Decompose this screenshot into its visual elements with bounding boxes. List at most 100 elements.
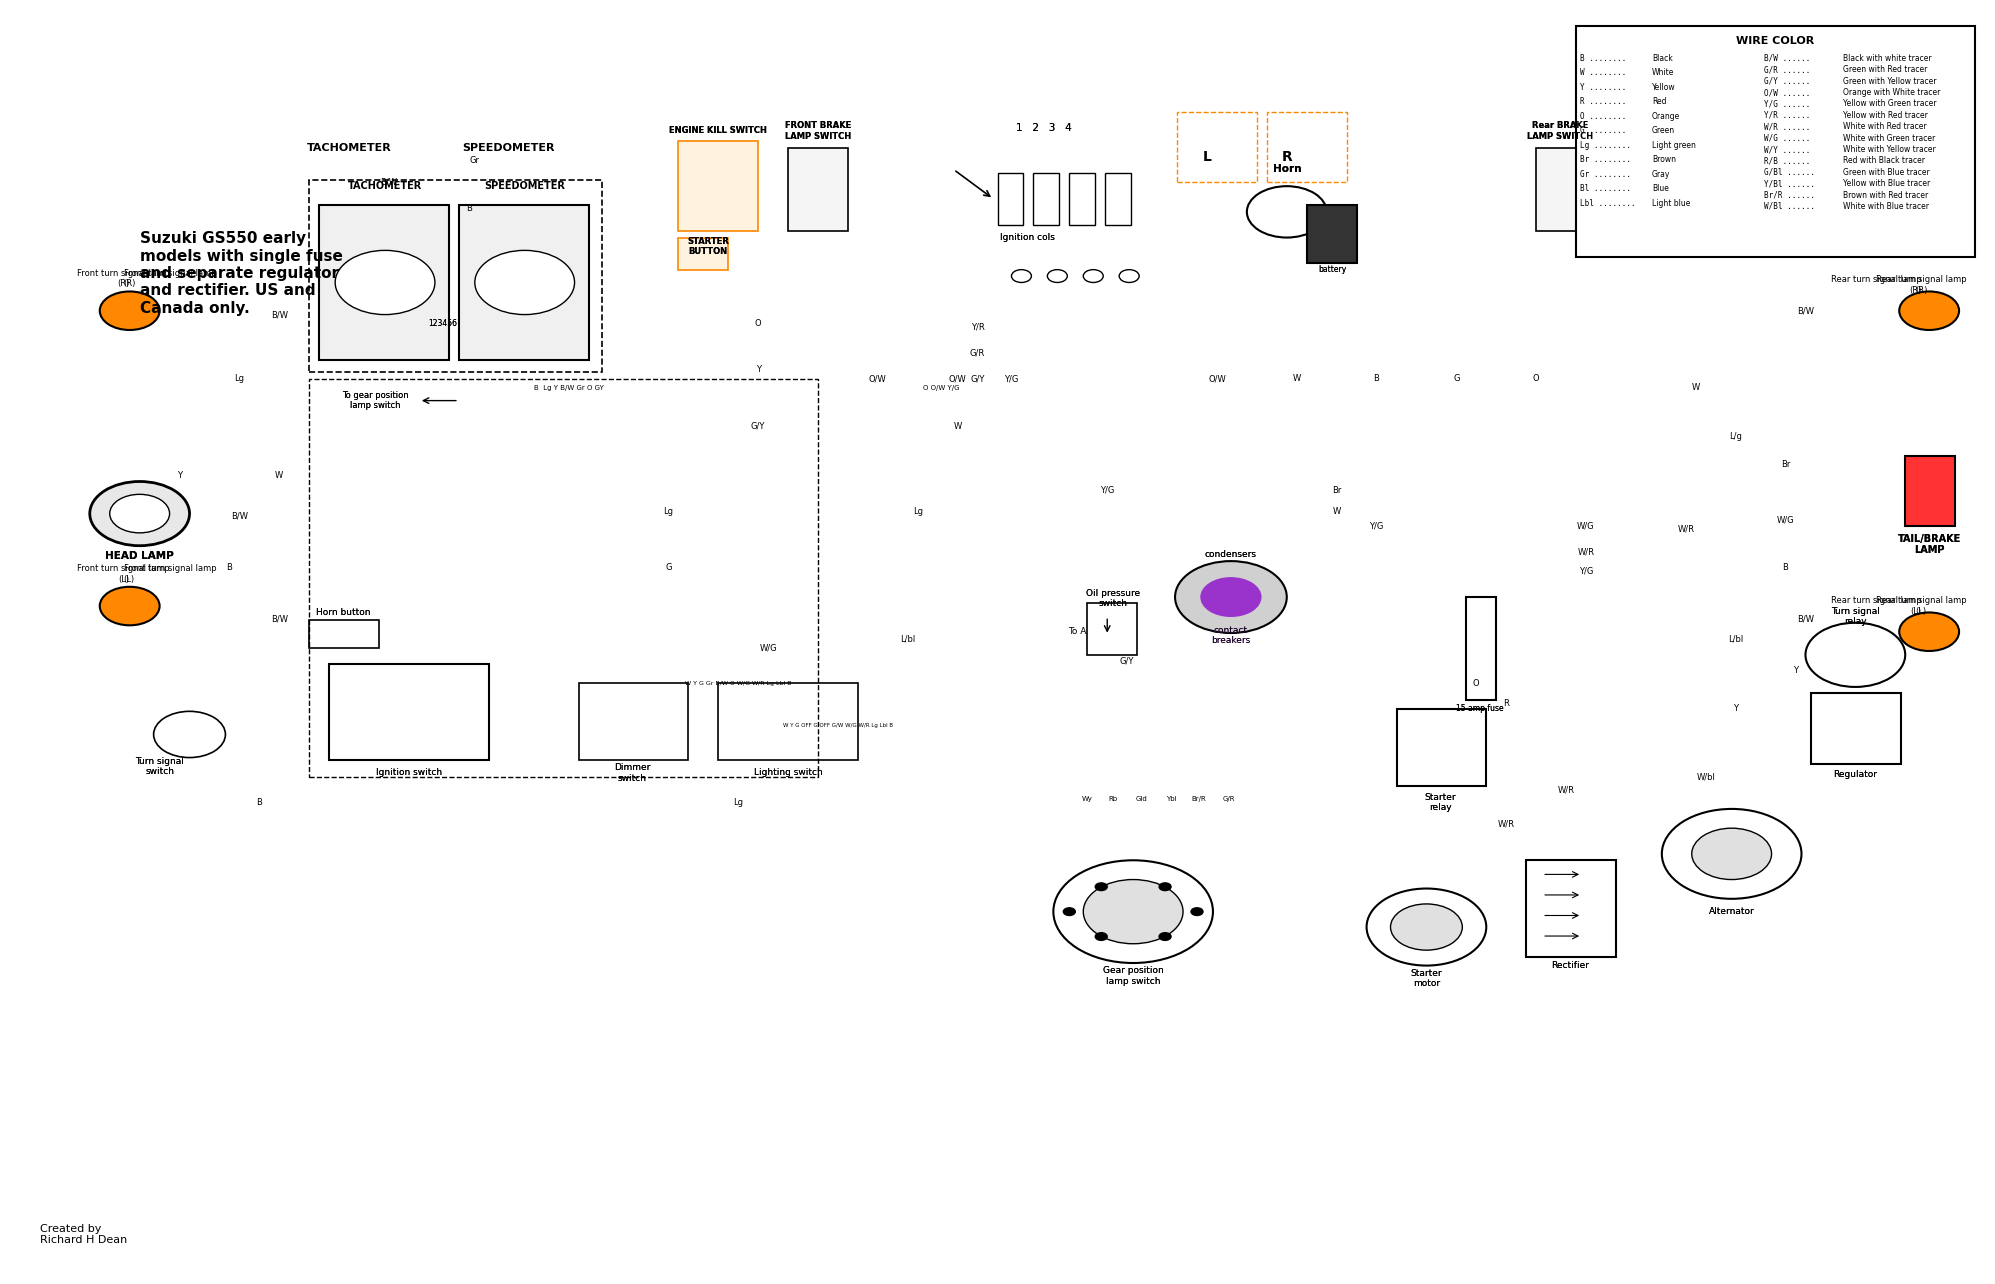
Text: Y/R ......: Y/R ...... xyxy=(1764,110,1809,119)
Text: Bl ........: Bl ........ xyxy=(1580,185,1632,194)
Text: W/Bl ......: W/Bl ...... xyxy=(1764,202,1815,211)
Circle shape xyxy=(1247,186,1327,238)
Circle shape xyxy=(154,711,225,758)
Text: 15 amp fuse: 15 amp fuse xyxy=(1456,704,1504,714)
Text: Alternator: Alternator xyxy=(1710,907,1754,917)
Text: Turn signal
relay: Turn signal relay xyxy=(1831,606,1879,627)
Text: Rear BRAKE
LAMP SWITCH: Rear BRAKE LAMP SWITCH xyxy=(1526,121,1594,141)
Text: W: W xyxy=(1333,506,1341,516)
Text: B: B xyxy=(1784,562,1788,573)
Text: Rear turn signal lamp
(L): Rear turn signal lamp (L) xyxy=(1875,596,1967,616)
Circle shape xyxy=(100,291,160,330)
Text: Front turn signal lamp
(R): Front turn signal lamp (R) xyxy=(78,268,170,289)
Text: Y/G ......: Y/G ...... xyxy=(1764,99,1809,108)
Text: HEAD LAMP: HEAD LAMP xyxy=(106,551,174,561)
Bar xyxy=(1033,173,1059,225)
Text: Blue: Blue xyxy=(1652,185,1668,194)
Text: battery: battery xyxy=(1319,265,1347,275)
Text: Y/G: Y/G xyxy=(1369,521,1385,532)
Text: Turn signal
relay: Turn signal relay xyxy=(1831,606,1879,627)
Bar xyxy=(1105,173,1131,225)
Text: Rear turn signal lamp
(R): Rear turn signal lamp (R) xyxy=(1831,275,1921,295)
Text: Oil pressure
switch: Oil pressure switch xyxy=(1085,588,1141,609)
Bar xyxy=(459,205,589,360)
Text: L/g: L/g xyxy=(1730,431,1742,442)
Bar xyxy=(788,148,848,231)
Text: L: L xyxy=(1203,150,1211,163)
Bar xyxy=(309,379,818,777)
Text: condensers: condensers xyxy=(1205,550,1257,560)
Text: B/W: B/W xyxy=(381,177,397,187)
Text: B/W: B/W xyxy=(271,309,287,320)
Bar xyxy=(998,173,1023,225)
Circle shape xyxy=(1367,889,1486,966)
Text: White with Yellow tracer: White with Yellow tracer xyxy=(1843,145,1935,154)
Circle shape xyxy=(110,494,170,533)
Text: L/bl: L/bl xyxy=(900,634,916,645)
Text: W Y G Gr B/W O W/G W/R Lg Lbl B: W Y G Gr B/W O W/G W/R Lg Lbl B xyxy=(684,681,792,686)
Text: B/W: B/W xyxy=(231,511,247,521)
Text: Lg ........: Lg ........ xyxy=(1580,141,1632,150)
Text: Black: Black xyxy=(1652,54,1672,63)
Circle shape xyxy=(90,482,190,546)
Text: White: White xyxy=(1652,68,1674,77)
Bar xyxy=(579,683,688,760)
Text: Br: Br xyxy=(1333,485,1341,496)
Text: G/Y: G/Y xyxy=(1119,656,1135,666)
Text: 123456: 123456 xyxy=(429,318,457,329)
Text: 123456: 123456 xyxy=(429,318,457,329)
Bar xyxy=(319,205,449,360)
Text: Red: Red xyxy=(1652,98,1666,107)
Text: Created by
Richard H Dean: Created by Richard H Dean xyxy=(40,1224,128,1245)
Text: FRONT BRAKE
LAMP SWITCH: FRONT BRAKE LAMP SWITCH xyxy=(784,121,852,141)
Text: Br: Br xyxy=(1782,460,1790,470)
Text: Starter
motor: Starter motor xyxy=(1410,968,1442,989)
Bar xyxy=(1069,173,1095,225)
Text: Ignition switch: Ignition switch xyxy=(375,768,443,778)
Text: Lg: Lg xyxy=(662,506,674,516)
Text: contact
breakers: contact breakers xyxy=(1211,625,1251,646)
Text: O/W: O/W xyxy=(950,374,966,384)
Text: Regulator: Regulator xyxy=(1833,769,1877,779)
Text: WIRE COLOR: WIRE COLOR xyxy=(1736,36,1815,46)
Text: Br/R: Br/R xyxy=(1191,796,1207,801)
Circle shape xyxy=(1175,561,1287,633)
Text: Rear turn signal lamp
(R): Rear turn signal lamp (R) xyxy=(1875,275,1967,295)
Text: Orange with White tracer: Orange with White tracer xyxy=(1843,89,1941,98)
Text: Horn button: Horn button xyxy=(315,607,371,618)
Text: G ........: G ........ xyxy=(1580,126,1626,135)
Text: Y/R: Y/R xyxy=(972,322,984,333)
Circle shape xyxy=(1805,623,1905,687)
Text: To gear position
lamp switch: To gear position lamp switch xyxy=(341,390,409,411)
Text: Y ........: Y ........ xyxy=(1580,83,1626,92)
Text: Yellow with Red tracer: Yellow with Red tracer xyxy=(1843,110,1929,119)
Text: Y/G: Y/G xyxy=(1099,485,1115,496)
Bar xyxy=(329,664,489,760)
Circle shape xyxy=(1063,908,1075,915)
Text: Wy: Wy xyxy=(1081,796,1093,801)
Text: STARTER
BUTTON: STARTER BUTTON xyxy=(688,236,728,257)
Circle shape xyxy=(1119,270,1139,282)
Text: 15 amp fuse: 15 amp fuse xyxy=(1456,704,1504,714)
Text: R ........: R ........ xyxy=(1580,98,1626,107)
Text: White with Green tracer: White with Green tracer xyxy=(1843,134,1935,143)
Text: STARTER
BUTTON: STARTER BUTTON xyxy=(688,236,728,257)
Circle shape xyxy=(1083,270,1103,282)
Text: Rectifier: Rectifier xyxy=(1550,960,1590,971)
Text: O/W: O/W xyxy=(870,374,886,384)
Bar xyxy=(1267,112,1347,182)
Text: Starter
motor: Starter motor xyxy=(1410,968,1442,989)
Text: Br/R ......: Br/R ...... xyxy=(1764,190,1815,199)
Text: Horn button: Horn button xyxy=(315,607,371,618)
Text: Light blue: Light blue xyxy=(1652,199,1690,208)
Bar xyxy=(309,620,379,648)
Text: L/bl: L/bl xyxy=(1728,634,1744,645)
Text: Turn signal
switch: Turn signal switch xyxy=(136,756,184,777)
Bar xyxy=(678,141,758,231)
Text: Rb: Rb xyxy=(1109,796,1117,801)
Text: Gr: Gr xyxy=(469,155,481,166)
Text: G/Y: G/Y xyxy=(750,421,766,431)
Text: W/R: W/R xyxy=(1678,524,1694,534)
Text: B: B xyxy=(227,562,231,573)
Text: Yellow with Blue tracer: Yellow with Blue tracer xyxy=(1843,180,1931,189)
